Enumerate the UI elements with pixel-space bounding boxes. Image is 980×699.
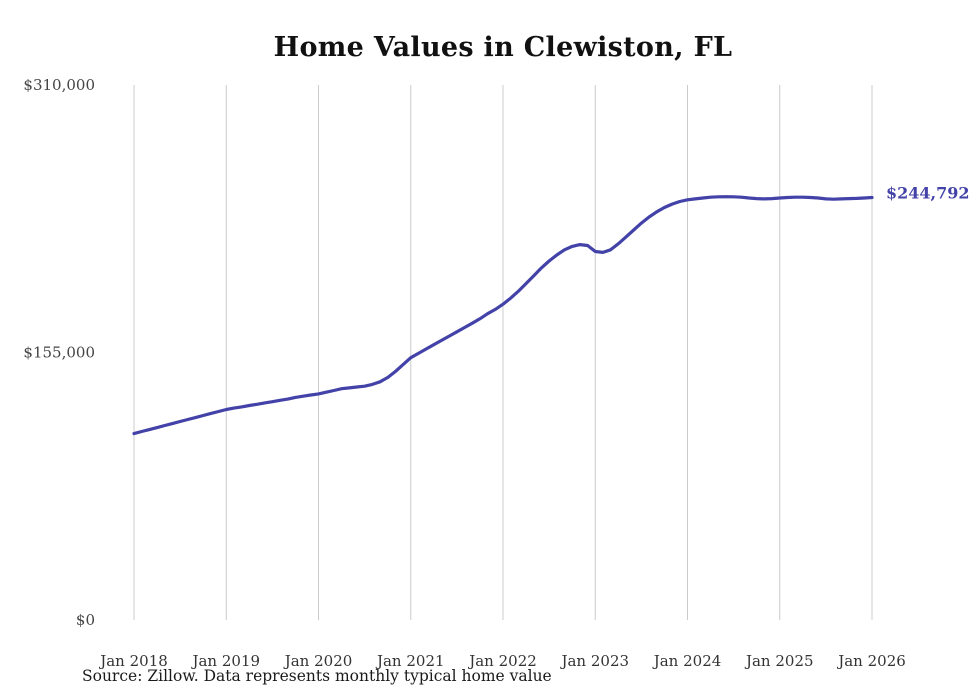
x-tick-label: Jan 2026 (836, 652, 906, 670)
x-tick-label: Jan 2024 (652, 652, 722, 670)
y-tick-label: $0 (76, 611, 95, 629)
x-tick-label: Jan 2020 (283, 652, 353, 670)
source-note: Source: Zillow. Data represents monthly … (82, 667, 552, 685)
x-tick-label: Jan 2021 (375, 652, 445, 670)
home-value-line (132, 195, 874, 436)
x-tick-label: Jan 2022 (467, 652, 537, 670)
chart-title: Home Values in Clewiston, FL (273, 32, 733, 63)
y-tick-label: $310,000 (23, 76, 95, 94)
y-tick-label: $155,000 (23, 344, 95, 362)
x-tick-label: Jan 2019 (190, 652, 260, 670)
x-tick-label: Jan 2025 (744, 652, 814, 670)
end-value-label: $244,792 (886, 184, 970, 203)
x-tick-label: Jan 2023 (559, 652, 629, 670)
x-tick-label: Jan 2018 (98, 652, 168, 670)
